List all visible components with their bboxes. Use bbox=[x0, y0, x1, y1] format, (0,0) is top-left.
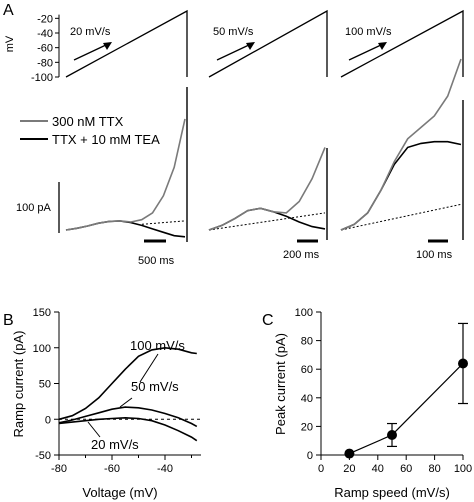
c-x-tick-label: 100 bbox=[454, 463, 472, 475]
b-label-leader bbox=[119, 397, 133, 408]
trace-ttx bbox=[208, 147, 326, 231]
c-x-tick-label: 0 bbox=[318, 463, 324, 475]
b-label-leader bbox=[139, 353, 159, 383]
c-y-tick-label: 60 bbox=[301, 364, 313, 376]
b-y-tick-label: 150 bbox=[33, 307, 51, 319]
ramp-speed-label: 100 mV/s bbox=[345, 26, 392, 38]
ramp-axis-tick-label: -100 bbox=[31, 72, 53, 84]
c-data-point bbox=[458, 358, 468, 369]
b-y-tick-label: -50 bbox=[35, 450, 51, 462]
ramp-arrow-head bbox=[246, 42, 255, 50]
trace-ttx bbox=[340, 58, 462, 231]
b-x-tick-label: -60 bbox=[104, 463, 120, 475]
ramp-waveform bbox=[340, 9, 464, 78]
b-series-line bbox=[58, 406, 198, 428]
panel-label-b: B bbox=[3, 312, 14, 329]
leak-fit-line bbox=[141, 220, 186, 225]
legend-label-ttx: 300 nM TTX bbox=[52, 114, 124, 129]
panel-a: -20 -40 -60 -80 -100 mV 20 mV/s 50 mV/s 100 mV/s… bbox=[4, 9, 464, 267]
c-x-label: Ramp speed (mV/s) bbox=[334, 485, 450, 500]
c-connect-line bbox=[349, 363, 464, 455]
c-x-tick-label: 60 bbox=[400, 463, 412, 475]
panel-label-a: A bbox=[3, 2, 14, 19]
c-x-tick-label: 40 bbox=[372, 463, 384, 475]
ramp-axis-unit: mV bbox=[4, 35, 16, 52]
c-x-tick-label: 80 bbox=[428, 463, 440, 475]
b-series-label: 20 mV/s bbox=[91, 437, 139, 452]
c-y-tick-label: 80 bbox=[301, 336, 313, 348]
b-series-label: 100 mV/s bbox=[130, 338, 185, 353]
trace-ttx bbox=[65, 118, 186, 231]
b-y-tick-label: 100 bbox=[33, 343, 51, 355]
b-y-label: Ramp current (pA) bbox=[11, 331, 26, 438]
c-y-tick-label: 40 bbox=[301, 393, 313, 405]
ramp-axis-tick-label: -80 bbox=[37, 57, 53, 69]
b-label-leader bbox=[87, 421, 101, 438]
ramp-waveform bbox=[65, 9, 188, 78]
ramp-axis-tick-label: -20 bbox=[37, 13, 53, 25]
b-series-label: 50 mV/s bbox=[131, 379, 179, 394]
ramp-arrow bbox=[73, 43, 109, 61]
ramp-speed-label: 20 mV/s bbox=[70, 26, 111, 38]
time-scale-label: 100 ms bbox=[416, 249, 453, 261]
c-y-tick-label: 20 bbox=[301, 421, 313, 433]
time-scale-label: 200 ms bbox=[283, 249, 320, 261]
b-series-line bbox=[58, 416, 198, 442]
ramp-arrow-head bbox=[103, 42, 112, 50]
ramp-arrow bbox=[216, 43, 252, 61]
time-scale-label: 500 ms bbox=[138, 255, 175, 267]
b-x-tick-label: -80 bbox=[51, 463, 67, 475]
ramp-axis-tick-label: -60 bbox=[37, 43, 53, 55]
ramp-axis-tick-label: -40 bbox=[37, 28, 53, 40]
ramp-arrow bbox=[348, 43, 384, 61]
b-x-tick-label: -40 bbox=[157, 463, 173, 475]
panel-c: 0 20 40 60 80 100 0 20 40 60 80 100 Ramp speed (mV/s… bbox=[273, 307, 472, 500]
b-y-tick-label: 0 bbox=[45, 414, 51, 426]
c-x-tick-label: 20 bbox=[343, 463, 355, 475]
b-x-label: Voltage (mV) bbox=[82, 485, 157, 500]
b-series-line bbox=[58, 346, 197, 421]
leak-fit-line bbox=[208, 212, 326, 231]
legend-label-tea: TTX + 10 mM TEA bbox=[52, 132, 160, 147]
c-data-point bbox=[387, 429, 397, 440]
ramp-speed-label: 50 mV/s bbox=[213, 26, 254, 38]
ramp-arrow-head bbox=[378, 42, 387, 50]
trace-tea bbox=[65, 220, 186, 238]
current-scale-label: 100 pA bbox=[16, 202, 52, 214]
ramp-waveform bbox=[208, 9, 328, 78]
c-y-label: Peak current (pA) bbox=[273, 333, 288, 435]
c-y-tick-label: 100 bbox=[295, 307, 313, 319]
trace-tea bbox=[208, 207, 326, 231]
leak-fit-line bbox=[340, 203, 462, 231]
b-y-tick-label: 50 bbox=[39, 379, 51, 391]
panel-label-c: C bbox=[262, 312, 274, 329]
c-y-tick-label: 0 bbox=[307, 450, 313, 462]
c-data-point bbox=[344, 448, 355, 459]
